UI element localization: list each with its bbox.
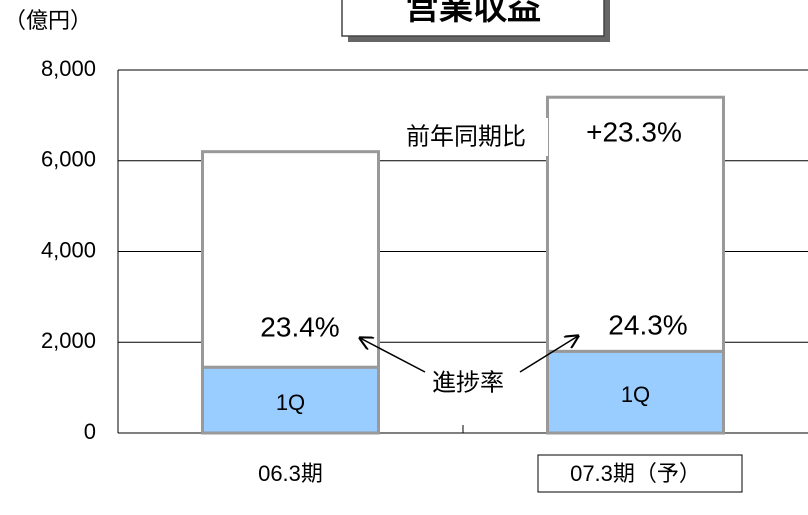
segment-label: 1Q (276, 390, 305, 415)
bar-segment (546, 95, 725, 353)
y-tick-label: 4,000 (41, 237, 96, 262)
bars: 1Q 06.3期 1Q 07.3期（予） (201, 95, 725, 486)
bar-segment (201, 150, 380, 369)
y-unit: （億円） (4, 8, 92, 33)
progress-label: 23.4% (260, 311, 339, 342)
y-tick-label: 2,000 (41, 328, 96, 353)
progress-title: 進捗率 (432, 369, 504, 396)
y-tick-label: 8,000 (41, 56, 96, 81)
yoy-title: 前年同期比 (406, 123, 526, 150)
progress-label: 24.3% (608, 309, 687, 340)
yoy-bg (382, 118, 548, 156)
arrow (360, 338, 426, 373)
segment-label: 1Q (621, 382, 650, 407)
bar-segment (546, 349, 725, 435)
progress-bg (412, 366, 524, 402)
y-tick-label: 6,000 (41, 147, 96, 172)
title-box (341, 0, 605, 37)
chart-title: 営業収益 (405, 0, 541, 27)
y-tick-label: 0 (84, 419, 96, 444)
x-tick-label: 07.3期（予） (570, 461, 701, 486)
yoy-value: +23.3% (586, 116, 682, 147)
arrow (519, 336, 578, 373)
x-tick-label: 06.3期 (258, 461, 323, 486)
category-box (537, 454, 743, 493)
